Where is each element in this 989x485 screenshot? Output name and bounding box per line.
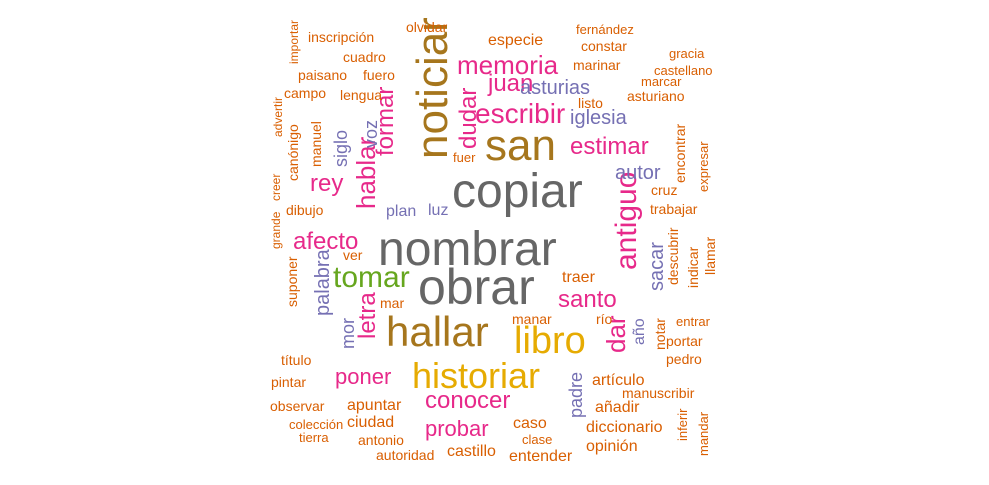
word-creer: creer bbox=[269, 173, 283, 201]
word-gracia: gracia bbox=[669, 46, 705, 61]
word-año: año bbox=[631, 318, 648, 345]
word-título: título bbox=[281, 352, 312, 368]
word-plan: plan bbox=[386, 203, 417, 220]
word-nombrar: nombrar bbox=[378, 223, 557, 276]
word-descubrir: descubrir bbox=[665, 227, 681, 285]
word-observar: observar bbox=[270, 398, 325, 414]
word-rey: rey bbox=[310, 170, 344, 197]
word-olvidar: olvidar bbox=[406, 19, 448, 35]
word-notar: notar bbox=[652, 318, 668, 350]
word-libro: libro bbox=[514, 320, 586, 362]
word-manar: manar bbox=[512, 311, 552, 327]
word-fuero: fuero bbox=[363, 67, 395, 83]
word-afecto: afecto bbox=[293, 228, 359, 255]
word-copiar: copiar bbox=[452, 165, 583, 218]
word-portar: portar bbox=[666, 333, 703, 349]
word-cuadro: cuadro bbox=[343, 49, 386, 65]
word-río: río bbox=[596, 311, 613, 327]
word-antonio: antonio bbox=[358, 432, 404, 448]
word-autoridad: autoridad bbox=[376, 447, 435, 463]
word-palabra: palabra bbox=[312, 249, 334, 316]
word-encontrar: encontrar bbox=[672, 123, 688, 183]
word-cruz: cruz bbox=[651, 182, 678, 198]
word-llamar: llamar bbox=[702, 236, 718, 275]
word-constar: constar bbox=[581, 38, 627, 54]
word-poner: poner bbox=[335, 364, 392, 389]
word-antiguo: antiguo bbox=[610, 171, 643, 270]
word-fuer: fuer bbox=[453, 150, 476, 165]
word-noticiar: noticiar bbox=[408, 17, 457, 159]
word-entender: entender bbox=[509, 448, 573, 465]
word-sacar: sacar bbox=[646, 242, 668, 291]
word-mor: mor bbox=[338, 318, 358, 349]
word-asturiano: asturiano bbox=[627, 88, 685, 104]
word-manuel: manuel bbox=[308, 121, 324, 167]
word-pedro: pedro bbox=[666, 351, 702, 367]
word-trabajar: trabajar bbox=[650, 201, 698, 217]
word-santo: santo bbox=[558, 286, 617, 313]
word-grande: grande bbox=[269, 211, 283, 249]
word-obrar: obrar bbox=[418, 259, 535, 315]
word-fernández: fernández bbox=[576, 22, 634, 37]
word-siglo: siglo bbox=[331, 129, 351, 167]
word-hallar: hallar bbox=[386, 308, 489, 355]
word-marinar: marinar bbox=[573, 57, 621, 73]
word-entrar: entrar bbox=[676, 314, 710, 329]
word-asturias: asturias bbox=[520, 77, 591, 99]
word-advertir: advertir bbox=[271, 96, 285, 137]
word-juan: juan bbox=[488, 70, 534, 97]
word-colección: colección bbox=[289, 417, 344, 432]
word-historiar: historiar bbox=[412, 355, 541, 396]
word-inferir: inferir bbox=[675, 408, 690, 441]
word-tomar: tomar bbox=[333, 261, 410, 294]
word-suponer: suponer bbox=[284, 256, 300, 307]
word-diccionario: diccionario bbox=[586, 419, 663, 436]
word-dibujo: dibujo bbox=[286, 202, 324, 218]
word-tierra: tierra bbox=[299, 430, 329, 445]
word-traer: traer bbox=[562, 269, 595, 286]
word-castellano: castellano bbox=[654, 63, 713, 78]
word-san: san bbox=[485, 121, 556, 170]
word-apuntar: apuntar bbox=[347, 397, 402, 414]
word-inscripción: inscripción bbox=[308, 29, 375, 45]
word-conocer: conocer bbox=[425, 387, 511, 414]
word-clase: clase bbox=[522, 432, 553, 447]
word-memoria: memoria bbox=[457, 50, 559, 80]
word-voz: voz bbox=[361, 119, 381, 148]
word-campo: campo bbox=[284, 85, 327, 101]
word-opinión: opinión bbox=[586, 438, 638, 455]
word-expresar: expresar bbox=[696, 141, 711, 192]
word-padre: padre bbox=[566, 371, 586, 418]
word-castillo: castillo bbox=[447, 443, 496, 460]
word-manuscribir: manuscribir bbox=[622, 385, 695, 401]
word-marcar: marcar bbox=[641, 74, 682, 89]
word-mar: mar bbox=[380, 295, 405, 311]
word-importar: importar bbox=[287, 19, 301, 64]
word-especie: especie bbox=[488, 32, 544, 49]
word-paisano: paisano bbox=[298, 67, 348, 83]
word-pintar: pintar bbox=[271, 374, 307, 390]
word-listo: listo bbox=[578, 95, 603, 111]
word-caso: caso bbox=[513, 415, 547, 432]
word-lengua: lengua bbox=[340, 87, 383, 103]
word-indicar: indicar bbox=[685, 246, 701, 288]
word-letra: letra bbox=[354, 292, 381, 339]
word-estimar: estimar bbox=[570, 133, 649, 160]
word-iglesia: iglesia bbox=[570, 107, 627, 129]
word-mandar: mandar bbox=[696, 411, 711, 456]
word-probar: probar bbox=[425, 416, 489, 441]
word-artículo: artículo bbox=[592, 372, 645, 389]
word-luz: luz bbox=[428, 202, 449, 219]
word-autor: autor bbox=[615, 162, 661, 184]
word-dudar: dudar bbox=[455, 87, 482, 149]
word-ciudad: ciudad bbox=[347, 414, 395, 431]
word-añadir: añadir bbox=[595, 399, 640, 416]
word-canónigo: canónigo bbox=[285, 124, 301, 181]
word-ver: ver bbox=[343, 247, 363, 263]
word-escribir: escribir bbox=[475, 98, 566, 129]
